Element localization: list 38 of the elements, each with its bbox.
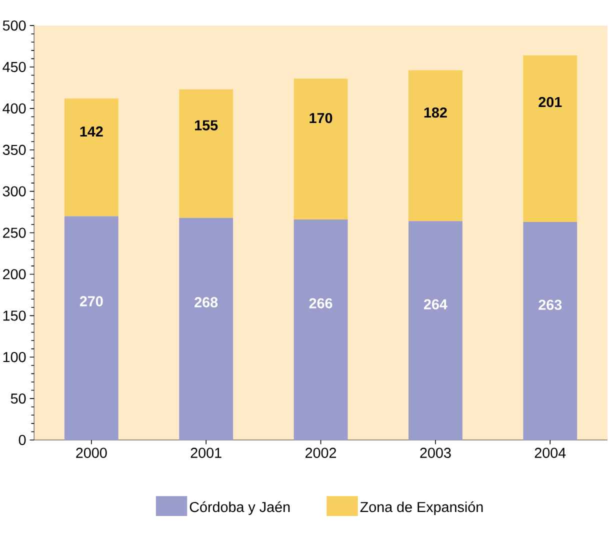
y-tick-label: 250 — [3, 228, 26, 238]
x-tick-label: 2003 — [420, 448, 451, 458]
y-tick-label: 450 — [2, 62, 26, 72]
x-tick-label: 2001 — [190, 448, 222, 458]
bar — [64, 98, 118, 216]
data-label: 263 — [538, 300, 562, 310]
x-tick-label: 2004 — [534, 448, 566, 458]
bar — [523, 56, 578, 222]
data-label: 268 — [194, 297, 218, 308]
y-tick-label: 150 — [3, 310, 26, 321]
data-label: 270 — [80, 296, 103, 307]
legend-label: Córdoba y Jaén — [190, 502, 290, 516]
bar — [408, 221, 462, 440]
y-tick-label: 200 — [3, 269, 26, 280]
x-tick-label: 2000 — [76, 448, 107, 458]
data-label: 142 — [80, 126, 103, 137]
y-tick-label: 350 — [2, 145, 26, 156]
y-tick-label: 500 — [2, 20, 26, 31]
x-tick-label: 2002 — [306, 448, 336, 458]
y-tick-label: 100 — [3, 352, 26, 362]
data-label: 264 — [424, 299, 448, 310]
data-label: 182 — [424, 108, 447, 118]
y-tick-label: 300 — [2, 186, 26, 197]
bar — [179, 90, 234, 218]
bar — [179, 218, 234, 440]
y-tick-label: 50 — [10, 394, 26, 404]
data-label: 266 — [309, 298, 332, 309]
data-label: 170 — [310, 113, 332, 124]
bar — [294, 78, 348, 220]
data-label: 155 — [195, 120, 218, 131]
bar — [523, 222, 578, 440]
legend-label: Zona de Expansión — [360, 502, 483, 516]
bar — [64, 216, 118, 440]
y-tick-label: 400 — [2, 104, 26, 114]
bar — [408, 70, 462, 222]
data-label: 201 — [538, 97, 562, 108]
bar — [294, 220, 348, 440]
y-tick-label: 0 — [18, 435, 26, 446]
